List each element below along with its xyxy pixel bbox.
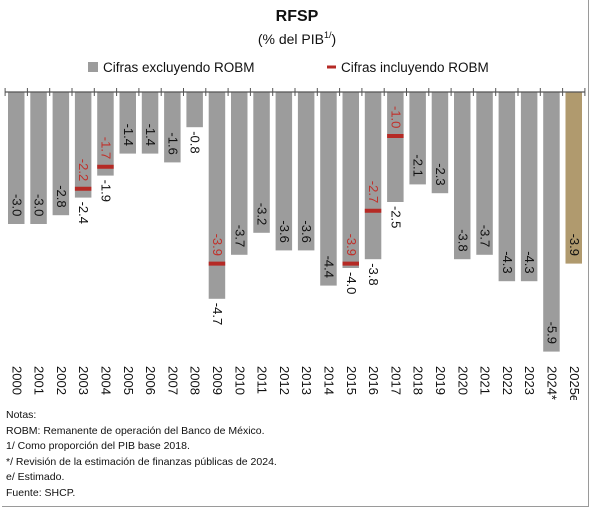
x-tick-label: 2003 (76, 366, 91, 395)
bar (342, 92, 359, 268)
bar (520, 92, 538, 282)
note-line: */ Revisión de la estimación de finanzas… (6, 455, 277, 468)
legend-swatch-excluding (88, 62, 98, 72)
bar (387, 92, 404, 202)
x-tick-label: 2009 (210, 366, 225, 395)
x-tick-label: 2012 (277, 366, 292, 395)
robm-label: -1.7 (98, 137, 113, 159)
note-line: e/ Estimado. (6, 471, 65, 484)
bar (476, 92, 493, 255)
data-label: -3.6 (277, 220, 292, 242)
chart-title: RFSP (276, 8, 319, 25)
data-label: -3.0 (32, 194, 47, 216)
bar (543, 92, 560, 352)
data-label: -2.8 (54, 185, 69, 207)
x-tick-label: 2005 (121, 366, 136, 395)
note-line: 1/ Como proporción del PIB base 2018. (6, 440, 190, 453)
x-tick-label: 2001 (32, 366, 47, 395)
bar (119, 92, 136, 154)
x-tick-label: 2006 (143, 366, 158, 395)
legend-label-including: Cifras incluyendo ROBM (341, 60, 489, 75)
bar (364, 92, 382, 260)
data-label: -2.3 (433, 163, 448, 185)
x-tick-label: 2018 (411, 366, 426, 395)
bar (141, 92, 159, 154)
data-label: -1.4 (143, 124, 158, 146)
x-tick-label: 2019 (433, 366, 448, 395)
rfsp-chart: RFSP (% del PIB1/)Cifras excluyendo ROBM C… (4, 8, 586, 400)
data-label: -1.6 (165, 132, 180, 154)
data-label: -5.9 (544, 322, 559, 344)
data-label: -1.4 (121, 124, 136, 146)
data-label: -2.4 (76, 202, 91, 224)
notes-block: Notas: ROBM: Remanente de operación del … (6, 408, 277, 502)
chart-subtitle: (% del PIB1/) (258, 30, 336, 47)
x-tick-label: 2022 (500, 366, 515, 395)
bar (253, 92, 270, 233)
bar (208, 92, 226, 299)
robm-label: -3.9 (210, 234, 225, 256)
bar (97, 92, 114, 176)
data-label: -3.7 (232, 225, 247, 247)
x-tick-label: 2014 (321, 366, 336, 395)
bar (52, 92, 70, 216)
data-label: -1.9 (98, 180, 113, 202)
bar (8, 92, 25, 224)
x-tick-label: 2025e (567, 366, 582, 400)
x-tick-label: 2015 (344, 366, 359, 395)
data-label: -2.5 (388, 206, 403, 228)
data-label: -3.6 (299, 220, 314, 242)
data-label: -3.7 (478, 225, 493, 247)
note-line: Notas: (6, 409, 37, 421)
data-label: -4.0 (344, 272, 359, 294)
x-tick-label: 2013 (299, 366, 314, 395)
bar (565, 92, 582, 264)
bar (231, 92, 248, 255)
x-tick-label: 2021 (478, 366, 493, 395)
data-label: -3.8 (455, 229, 470, 251)
data-label: -4.3 (500, 251, 515, 273)
x-tick-label: 2000 (9, 366, 24, 395)
bar (164, 92, 181, 163)
bar (320, 92, 337, 286)
legend-label-excluding: Cifras excluyendo ROBM (103, 60, 255, 75)
x-tick-label: 2023 (522, 366, 537, 395)
x-tick-label: 2017 (388, 366, 403, 395)
data-label: -3.2 (255, 203, 270, 225)
robm-label: -2.2 (76, 159, 91, 181)
robm-label: -2.7 (366, 181, 381, 203)
data-label: -3.8 (366, 263, 381, 285)
note-line: Fuente: SHCP. (6, 486, 76, 499)
bar (431, 92, 449, 194)
bar (186, 92, 203, 128)
robm-label: -1.0 (388, 106, 403, 128)
data-label: -2.1 (411, 154, 426, 176)
data-label: -4.3 (522, 251, 537, 273)
data-label: -3.9 (567, 234, 582, 256)
bar (30, 92, 47, 224)
x-tick-label: 2011 (255, 366, 270, 394)
bar (74, 92, 92, 198)
x-tick-label: 2024* (544, 366, 559, 400)
data-label: -3.0 (9, 194, 24, 216)
x-tick-label: 2010 (232, 366, 247, 395)
bar (297, 92, 315, 251)
x-tick-label: 2004 (98, 366, 113, 395)
x-tick-label: 2007 (165, 366, 180, 395)
bar (454, 92, 471, 260)
x-tick-label: 2016 (366, 366, 381, 395)
bar (409, 92, 426, 185)
x-tick-label: 2008 (188, 366, 203, 395)
bar (275, 92, 293, 251)
data-label: -4.4 (321, 256, 336, 278)
bar (498, 92, 516, 282)
x-tick-label: 2020 (455, 366, 470, 395)
x-tick-label: 2002 (54, 366, 69, 395)
data-label: -4.7 (210, 303, 225, 325)
robm-label: -3.9 (344, 234, 359, 256)
data-label: -0.8 (188, 131, 203, 153)
note-line: ROBM: Remanente de operación del Banco d… (6, 424, 265, 437)
